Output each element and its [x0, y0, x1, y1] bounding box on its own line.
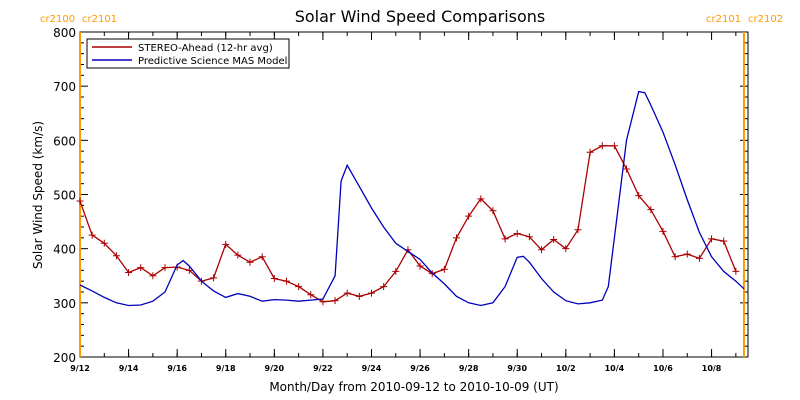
data-point-marker: [246, 258, 254, 266]
data-point-marker: [258, 253, 266, 261]
data-point-marker: [489, 207, 497, 215]
data-point-marker: [501, 235, 509, 243]
data-point-marker: [112, 252, 120, 260]
legend-label: STEREO-Ahead (12-hr avg): [138, 43, 273, 54]
plot-frame: [79, 31, 749, 358]
data-point-marker: [562, 245, 570, 253]
data-point-marker: [355, 292, 363, 300]
data-point-marker: [416, 262, 424, 270]
y-tick-label: 300: [53, 297, 76, 311]
data-point-marker: [708, 235, 716, 243]
data-point-marker: [671, 253, 679, 261]
data-point-marker: [659, 227, 667, 235]
x-axis-label: Month/Day from 2010-09-12 to 2010-10-09 …: [269, 380, 558, 394]
y-tick-label: 800: [53, 26, 76, 40]
y-tick-label: 600: [53, 134, 76, 148]
data-point-marker: [465, 212, 473, 220]
data-point-marker: [307, 291, 315, 299]
data-point-marker: [525, 233, 533, 241]
data-point-marker: [282, 277, 290, 285]
data-point-marker: [720, 237, 728, 245]
data-point-marker: [574, 226, 582, 234]
data-point-marker: [513, 230, 521, 237]
carrington-left-label: cr2100: [40, 14, 75, 25]
x-tick-label: 9/20: [265, 364, 285, 373]
data-point-marker: [76, 197, 84, 205]
data-point-marker: [137, 264, 145, 272]
data-point-marker: [367, 289, 375, 297]
data-point-marker: [538, 246, 546, 254]
data-point-marker: [598, 142, 606, 150]
series-line-mas-model: [79, 90, 745, 307]
data-point-marker: [610, 142, 618, 150]
data-point-marker: [185, 266, 193, 274]
y-tick-label: 200: [53, 351, 76, 365]
x-tick-label: 9/28: [459, 364, 479, 373]
data-point-marker: [732, 267, 740, 275]
y-tick-label: 400: [53, 243, 76, 257]
carrington-right-label: cr2102: [748, 14, 783, 25]
data-point-marker: [695, 254, 703, 262]
data-point-marker: [647, 206, 655, 214]
x-tick-label: 10/2: [556, 364, 576, 373]
series-line-stereo-ahead: [79, 145, 737, 303]
data-point-marker: [331, 297, 339, 305]
data-point-marker: [125, 269, 133, 276]
data-point-marker: [149, 272, 157, 280]
x-tick-label: 10/8: [702, 364, 722, 373]
data-point-marker: [440, 265, 448, 273]
data-point-marker: [88, 231, 96, 239]
data-point-marker: [234, 251, 242, 259]
x-tick-label: 9/18: [216, 364, 236, 373]
x-tick-label: 9/24: [362, 364, 382, 373]
data-point-marker: [295, 283, 303, 291]
data-point-marker: [477, 195, 485, 203]
data-point-marker: [392, 267, 400, 275]
data-point-marker: [100, 239, 108, 247]
data-point-marker: [161, 264, 169, 272]
x-tick-label: 9/12: [70, 364, 90, 373]
data-point-marker: [222, 240, 230, 248]
data-point-marker: [453, 234, 461, 242]
data-point-marker: [380, 283, 388, 291]
data-point-marker: [683, 250, 691, 258]
data-point-marker: [623, 165, 631, 173]
data-point-marker: [635, 192, 643, 200]
carrington-left-label: cr2101: [706, 14, 741, 25]
data-point-marker: [270, 274, 278, 282]
x-tick-label: 9/30: [507, 364, 527, 373]
data-point-marker: [343, 289, 351, 297]
x-tick-label: 10/4: [605, 364, 625, 373]
data-point-marker: [586, 148, 594, 156]
chart-title: Solar Wind Speed Comparisons: [295, 7, 546, 26]
carrington-right-label: cr2101: [82, 14, 117, 25]
x-tick-label: 9/22: [313, 364, 333, 373]
x-tick-label: 10/6: [653, 364, 673, 373]
x-tick-label: 9/14: [119, 364, 139, 373]
data-point-marker: [210, 274, 218, 282]
legend-box: [86, 38, 290, 69]
x-tick-label: 9/16: [167, 364, 187, 373]
y-tick-label: 500: [53, 189, 76, 203]
legend-label: Predictive Science MAS Model: [138, 56, 287, 67]
data-point-marker: [550, 235, 558, 243]
x-tick-label: 9/26: [410, 364, 430, 373]
y-axis-label: Solar Wind Speed (km/s): [31, 121, 45, 269]
y-tick-label: 700: [53, 80, 76, 94]
